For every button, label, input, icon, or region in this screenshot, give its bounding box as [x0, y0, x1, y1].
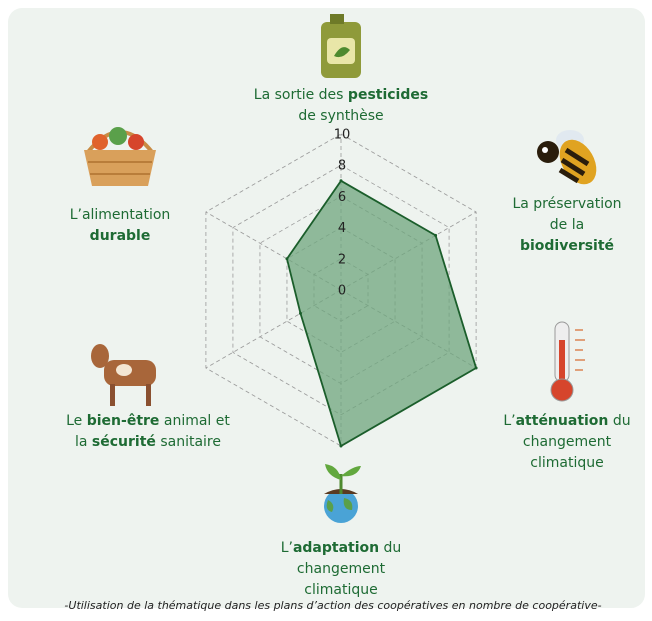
label-part: bien-être	[87, 413, 160, 429]
category-label: L’atténuation du changement climatique	[503, 413, 630, 471]
label-part: du	[379, 540, 401, 556]
label-part: climatique	[530, 455, 603, 471]
label-line: La sortie des pesticides	[254, 87, 428, 103]
label-part: climatique	[304, 582, 377, 598]
label-line: de synthèse	[298, 108, 383, 124]
label-line: changement	[523, 434, 612, 450]
category-label: Le bien-être animal et la sécurité sanita…	[66, 413, 230, 450]
label-line: changement	[297, 561, 386, 577]
spoke	[205, 211, 342, 291]
r-tick-label: 2	[338, 252, 346, 267]
label-part: la	[75, 434, 92, 450]
label-line: L’alimentation	[70, 207, 171, 223]
r-tick-label: 10	[334, 128, 351, 143]
category-label: La préservation de la biodiversité	[512, 196, 621, 254]
cow-icon	[91, 344, 156, 406]
category-label: La sortie des pesticides de synthèse	[254, 87, 428, 124]
label-part: adaptation	[293, 540, 379, 556]
r-tick-label: 0	[338, 284, 346, 299]
label-part: de synthèse	[298, 108, 383, 124]
label-part: sécurité	[92, 434, 156, 450]
label-part: biodiversité	[520, 238, 614, 254]
label-part: La sortie des	[254, 87, 348, 103]
label-part: La préservation	[512, 196, 621, 212]
label-part: L’alimentation	[70, 207, 171, 223]
label-line: Le bien-être animal et	[66, 413, 230, 429]
label-part: pesticides	[348, 87, 428, 103]
r-tick-label: 6	[338, 190, 346, 205]
label-line: biodiversité	[520, 238, 614, 254]
label-part: L’	[281, 540, 293, 556]
label-part: animal et	[159, 413, 230, 429]
label-part: sanitaire	[156, 434, 221, 450]
r-tick-label: 4	[338, 221, 346, 236]
label-part: L’	[503, 413, 515, 429]
radar-point	[434, 233, 438, 237]
radar-point	[339, 444, 343, 448]
grid: 0 2 4 6 8 10	[205, 128, 478, 448]
label-line: la sécurité sanitaire	[75, 434, 221, 450]
label-line: La préservation	[512, 196, 621, 212]
thermometer-icon	[550, 321, 585, 402]
label-part: Le	[66, 413, 87, 429]
bee-icon	[537, 130, 597, 185]
plant-icon	[324, 464, 361, 523]
footnote: -Utilisation de la thématique dans les p…	[64, 599, 601, 612]
jerrycan-icon	[321, 14, 361, 78]
category-label: L’adaptation du changement climatique	[281, 540, 402, 598]
spoke	[205, 289, 342, 369]
radar-point	[339, 179, 343, 183]
label-part: changement	[523, 434, 612, 450]
radar-point	[298, 311, 302, 315]
label-line: climatique	[530, 455, 603, 471]
label-line: L’atténuation du	[503, 413, 630, 429]
label-part: durable	[90, 228, 151, 244]
label-part: atténuation	[516, 413, 609, 429]
basket-icon	[84, 127, 156, 186]
radar-point	[474, 366, 478, 370]
label-line: de la	[550, 217, 584, 233]
label-part: du	[608, 413, 630, 429]
label-line: climatique	[304, 582, 377, 598]
label-line: L’adaptation du	[281, 540, 402, 556]
label-part: changement	[297, 561, 386, 577]
radar-point	[285, 257, 289, 261]
r-tick-label: 8	[338, 159, 346, 174]
category-label: L’alimentation durable	[70, 207, 171, 244]
label-part: de la	[550, 217, 584, 233]
label-line: durable	[90, 228, 151, 244]
